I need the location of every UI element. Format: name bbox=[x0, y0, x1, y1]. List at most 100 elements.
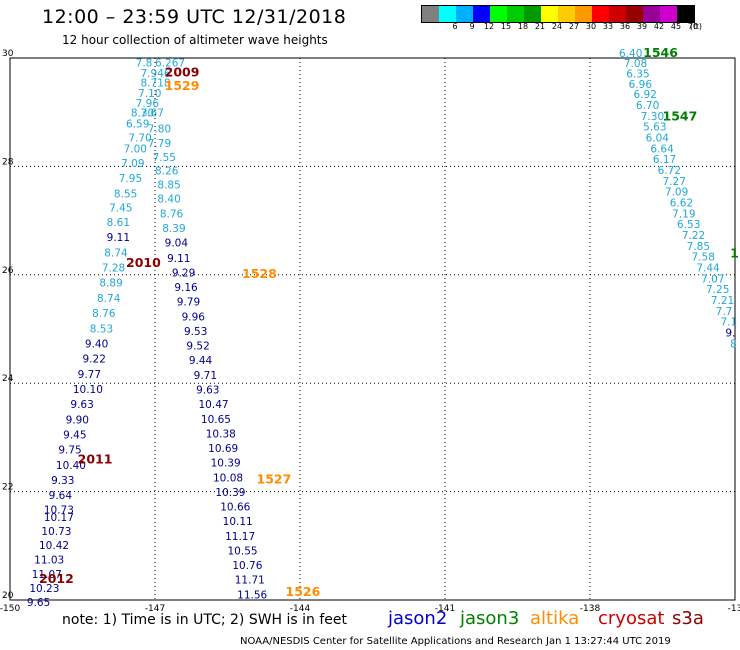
track-label: 2011 bbox=[78, 451, 113, 466]
wave-height-value: 7.80 bbox=[148, 123, 171, 135]
legend-swatch bbox=[643, 6, 660, 22]
wave-height-value: 11.07 bbox=[32, 569, 62, 581]
track-label: 1546 bbox=[643, 45, 678, 60]
wave-height-value: 7.45 bbox=[109, 202, 132, 214]
wave-height-value: 10.66 bbox=[220, 502, 250, 514]
wave-height-value: 9.11 bbox=[107, 232, 130, 244]
wave-height-value: 8 bbox=[730, 338, 737, 350]
wave-height-value: 9.64 bbox=[49, 490, 73, 502]
legend-label: 70 bbox=[687, 22, 699, 31]
satellite-name: cryosat bbox=[598, 608, 665, 629]
wave-height-value: 10.08 bbox=[213, 472, 243, 484]
wave-height-value: 8.53 bbox=[90, 323, 113, 335]
wave-height-value: 9.45 bbox=[63, 429, 86, 441]
wave-height-value: 9.33 bbox=[51, 475, 74, 487]
wave-height-value: 7.67 bbox=[141, 108, 164, 120]
wave-height-value: 7.28 bbox=[102, 263, 125, 275]
track-label: 1526 bbox=[286, 584, 321, 599]
wave-height-value: 7.19 bbox=[672, 208, 695, 220]
wave-height-value: 10.47 bbox=[199, 399, 229, 411]
legend-label: 18 bbox=[517, 22, 529, 31]
wave-height-value: 10.40 bbox=[56, 460, 86, 472]
wave-height-value: 7.30 bbox=[641, 111, 664, 123]
wave-height-value: 9.65 bbox=[27, 597, 50, 609]
legend-swatch bbox=[507, 6, 524, 22]
wave-height-value: 11.03 bbox=[34, 555, 64, 567]
wave-height-value: 7.07 bbox=[701, 273, 724, 285]
wave-height-value: 8.89 bbox=[99, 278, 122, 290]
map-frame bbox=[9, 57, 736, 601]
lat-tick-label: 24 bbox=[2, 374, 14, 384]
wave-height-value: 8.40 bbox=[157, 194, 180, 206]
wave-height-value: 6.17 bbox=[653, 154, 676, 166]
legend-swatch bbox=[422, 6, 439, 22]
wave-height-value: 9.63 bbox=[196, 384, 219, 396]
wave-height-value: 7.08 bbox=[624, 58, 647, 70]
wave-height-value: 7.95 bbox=[119, 173, 142, 185]
wave-height-value: 8.55 bbox=[114, 188, 137, 200]
wave-height-value: 11.56 bbox=[237, 589, 267, 601]
legend-swatch bbox=[456, 6, 473, 22]
wave-height-value: 11.71 bbox=[235, 575, 265, 587]
wave-height-value: 6.72 bbox=[658, 165, 681, 177]
legend-label: 45 bbox=[670, 22, 682, 31]
lat-tick-label: 22 bbox=[2, 483, 13, 493]
wave-height-value: 7.10 bbox=[138, 88, 161, 100]
wave-height-value: 10.76 bbox=[232, 560, 262, 572]
wave-height-value: 6.96 bbox=[629, 79, 653, 91]
wave-height-value: 7.7 bbox=[716, 306, 733, 318]
wave-height-value: 9.77 bbox=[78, 369, 101, 381]
satellite-name: altika bbox=[530, 608, 580, 629]
track-label: 2010 bbox=[126, 255, 161, 270]
satellite-name: s3a bbox=[672, 608, 704, 629]
legend-label: 33 bbox=[602, 22, 614, 31]
wave-height-value: 9.44 bbox=[189, 355, 213, 367]
lon-tick-label: -138 bbox=[580, 604, 601, 614]
track-label: 1 bbox=[730, 245, 739, 260]
wave-height-value: 9.63 bbox=[70, 399, 93, 411]
wave-height-value: 6.59 bbox=[126, 118, 149, 130]
legend-swatch bbox=[677, 6, 694, 22]
wave-height-value: 11.17 bbox=[225, 531, 255, 543]
wave-height-value: 7.27 bbox=[663, 176, 686, 188]
satellite-name: jason2 bbox=[388, 608, 448, 629]
wave-height-value: 9.29 bbox=[172, 267, 195, 279]
wave-height-value: 8.76 bbox=[92, 308, 116, 320]
wave-height-value: 9.79 bbox=[177, 297, 200, 309]
legend-swatch bbox=[609, 6, 626, 22]
track-label: 2012 bbox=[39, 571, 74, 586]
wave-height-value: 9.11 bbox=[167, 253, 190, 265]
satellite-name: jason3 bbox=[460, 608, 520, 629]
map-subtitle: 12 hour collection of altimeter wave hei… bbox=[62, 33, 328, 47]
legend-label: 27 bbox=[568, 22, 580, 31]
track-label: 1528 bbox=[242, 266, 277, 281]
legend-swatch bbox=[473, 6, 490, 22]
legend-swatch bbox=[660, 6, 677, 22]
wave-height-value: 6.62 bbox=[670, 198, 693, 210]
wave-height-value: 7.00 bbox=[124, 143, 147, 155]
legend-swatch bbox=[626, 6, 643, 22]
wave-height-value: 6.53 bbox=[677, 219, 700, 231]
legend-label: 42 bbox=[653, 22, 665, 31]
wave-height-value: 6.92 bbox=[634, 89, 657, 101]
map-title: 12:00 – 23:59 UTC 12/31/2018 bbox=[42, 6, 347, 28]
wave-height-value: 9.53 bbox=[184, 326, 207, 338]
legend-label: 39 bbox=[636, 22, 648, 31]
track-label: 1527 bbox=[257, 471, 292, 486]
wave-height-value: 7.09 bbox=[121, 158, 144, 170]
legend-unit: (ft) bbox=[689, 22, 703, 31]
wave-height-value: 7.44 bbox=[696, 263, 720, 275]
wave-height-value: 10.73 bbox=[41, 526, 71, 538]
wave-height-value: 8.61 bbox=[107, 217, 130, 229]
wave-height-value: 10.38 bbox=[206, 428, 236, 440]
legend-swatch bbox=[541, 6, 558, 22]
wave-height-value: 7.96 bbox=[136, 98, 160, 110]
legend-swatch bbox=[558, 6, 575, 22]
track-label: 1529 bbox=[165, 78, 200, 93]
wave-height-value: 10.39 bbox=[211, 458, 241, 470]
wave-height-value: 10.65 bbox=[201, 414, 231, 426]
legend-swatch bbox=[575, 6, 592, 22]
footer-note: note: 1) Time is in UTC; 2) SWH is in fe… bbox=[62, 612, 348, 628]
legend-label: 6 bbox=[452, 22, 458, 31]
